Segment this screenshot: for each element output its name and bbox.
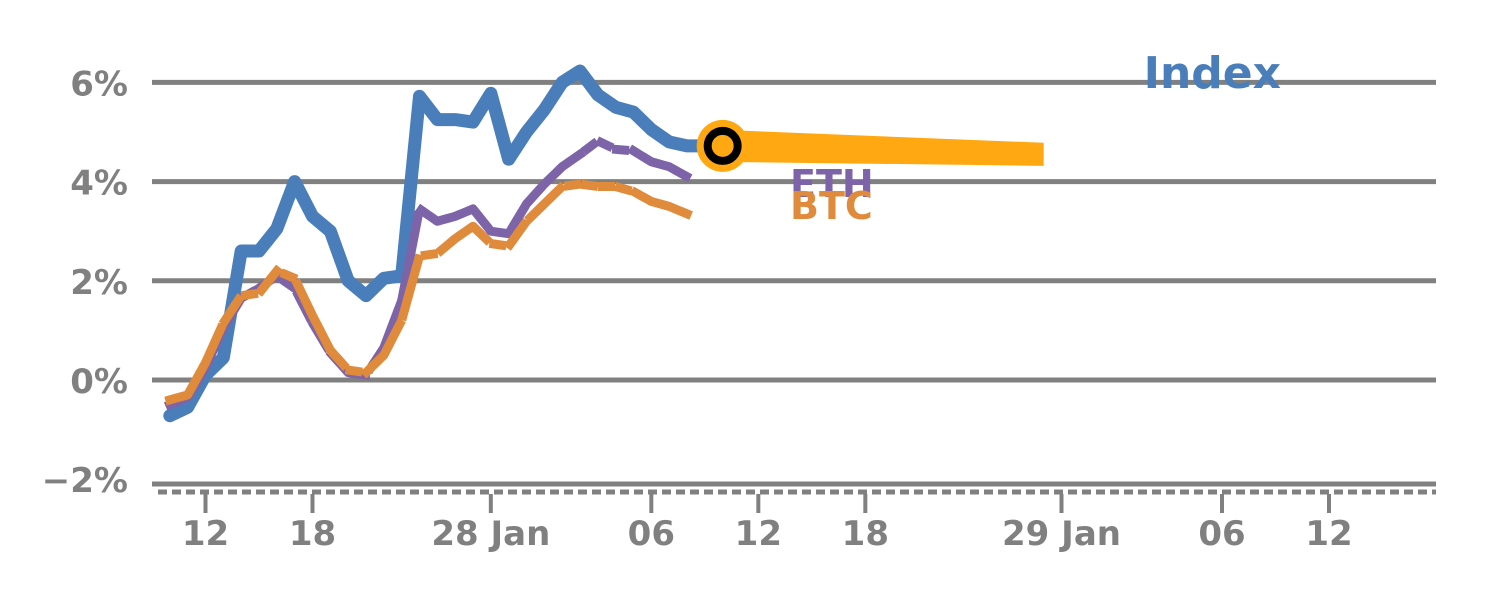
x-tick-label: 06 [628,514,675,554]
x-axis-tick-labels: 12 18 28 Jan 06 12 18 29 Jan 06 12 [182,514,1353,554]
x-axis-line [152,481,1436,495]
x-axis-ticks [203,494,1331,513]
y-tick-label: 6% [70,64,128,104]
y-axis-tick-labels: −2% 0% 2% 4% 6% [42,64,128,501]
series-line-index [163,64,730,423]
y-tick-label: 0% [70,362,128,402]
current-point-marker [696,119,749,172]
btc-label: BTC [790,184,873,228]
eth-label: ETH [790,162,874,206]
x-tick-label: 12 [182,514,229,554]
x-tick-label: 06 [1198,514,1245,554]
y-tick-label: 2% [70,263,128,303]
x-tick-label: 18 [289,514,336,554]
x-tick-label: 12 [735,514,782,554]
x-tick-label: 18 [842,514,889,554]
x-tick-label: 28 Jan [431,514,550,554]
forecast-band-shape [722,129,1044,166]
x-tick-label: 29 Jan [1002,514,1121,554]
x-tick-label: 12 [1305,514,1352,554]
y-tick-label: 4% [70,164,128,204]
forecast-band [722,129,1044,166]
index-title: Index [1144,48,1281,99]
marker-ring [703,126,742,165]
y-tick-label: −2% [42,461,128,501]
series-lines [163,64,730,423]
series-line-btc [164,179,693,406]
gridlines [152,79,1436,383]
